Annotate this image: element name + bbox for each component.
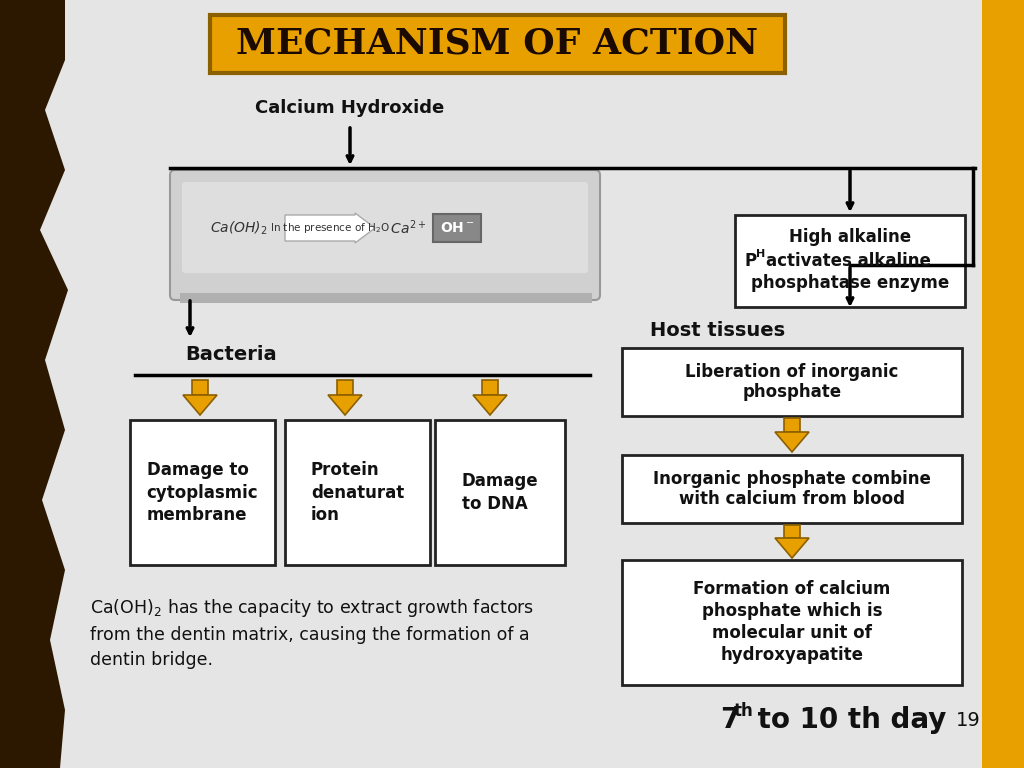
Text: OH$^-$: OH$^-$ (439, 221, 474, 235)
Text: Damage
to DNA: Damage to DNA (462, 472, 539, 512)
FancyBboxPatch shape (735, 215, 965, 307)
Polygon shape (473, 395, 507, 415)
Bar (180, 293, 592, 303)
Text: 19: 19 (955, 710, 980, 730)
Bar (482, 380, 498, 395)
FancyBboxPatch shape (130, 420, 275, 565)
FancyBboxPatch shape (622, 348, 962, 416)
Polygon shape (0, 0, 68, 768)
Text: Host tissues: Host tissues (650, 320, 785, 339)
Text: Ca(OH)$_2$: Ca(OH)$_2$ (210, 220, 267, 237)
Text: Calcium Hydroxide: Calcium Hydroxide (255, 99, 444, 117)
FancyBboxPatch shape (285, 420, 430, 565)
FancyBboxPatch shape (435, 420, 565, 565)
Bar (193, 380, 208, 395)
Text: MECHANISM OF ACTION: MECHANISM OF ACTION (237, 27, 759, 61)
Text: Formation of calcium
phosphate which is
molecular unit of
hydroxyapatite: Formation of calcium phosphate which is … (693, 580, 891, 664)
Bar (982, 0, 1024, 768)
FancyBboxPatch shape (622, 455, 962, 523)
Text: H: H (756, 249, 765, 259)
Text: 7: 7 (720, 706, 739, 734)
Polygon shape (775, 432, 809, 452)
Text: th: th (734, 702, 754, 720)
FancyBboxPatch shape (622, 560, 962, 685)
Text: Bacteria: Bacteria (185, 346, 276, 365)
Bar (784, 525, 800, 538)
Text: In the presence of H$_2$O: In the presence of H$_2$O (270, 221, 390, 235)
Polygon shape (775, 538, 809, 558)
Text: Liberation of inorganic
phosphate: Liberation of inorganic phosphate (685, 362, 899, 402)
Text: phosphatase enzyme: phosphatase enzyme (751, 274, 949, 292)
Text: Ca(OH)$_2$ has the capacity to extract growth factors
from the dentin matrix, ca: Ca(OH)$_2$ has the capacity to extract g… (90, 597, 535, 669)
FancyBboxPatch shape (210, 15, 785, 73)
Bar (784, 418, 800, 432)
Text: Ca$^{2+}$ +: Ca$^{2+}$ + (382, 219, 444, 237)
Text: High alkaline: High alkaline (788, 228, 911, 246)
FancyArrow shape (285, 213, 375, 243)
Text: Protein
denaturat
ion: Protein denaturat ion (311, 462, 404, 524)
Text: to 10 th day: to 10 th day (748, 706, 946, 734)
Bar (337, 380, 353, 395)
Text: Inorganic phosphate combine
with calcium from blood: Inorganic phosphate combine with calcium… (653, 469, 931, 508)
Text: activates alkaline: activates alkaline (766, 252, 931, 270)
Polygon shape (183, 395, 217, 415)
FancyBboxPatch shape (433, 214, 481, 242)
Text: P: P (745, 252, 757, 270)
Text: Damage to
cytoplasmic
membrane: Damage to cytoplasmic membrane (146, 462, 258, 524)
FancyBboxPatch shape (182, 182, 588, 273)
FancyBboxPatch shape (170, 170, 600, 300)
Polygon shape (328, 395, 362, 415)
